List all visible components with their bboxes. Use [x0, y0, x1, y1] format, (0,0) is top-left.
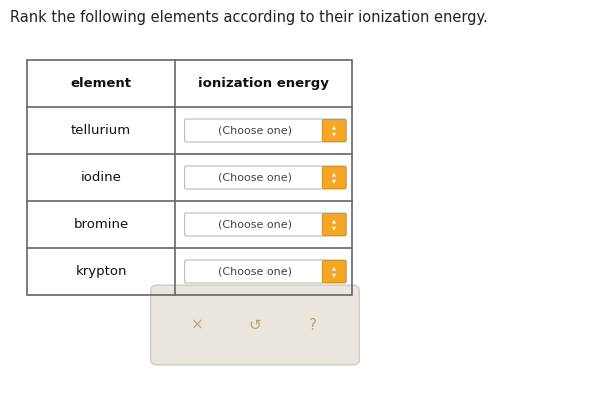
FancyBboxPatch shape: [185, 166, 347, 189]
Text: (Choose one): (Choose one): [219, 173, 293, 182]
Text: bromine: bromine: [73, 218, 129, 231]
Text: ▼: ▼: [332, 132, 336, 137]
Text: ▲: ▲: [332, 124, 336, 129]
FancyBboxPatch shape: [185, 119, 347, 142]
Text: ionization energy: ionization energy: [198, 77, 329, 90]
FancyBboxPatch shape: [151, 285, 359, 365]
FancyBboxPatch shape: [322, 261, 346, 283]
Text: krypton: krypton: [75, 265, 127, 278]
Text: (Choose one): (Choose one): [219, 267, 293, 276]
Text: ▼: ▼: [332, 272, 336, 278]
Text: ▼: ▼: [332, 179, 336, 184]
Bar: [27, 60, 352, 295]
FancyBboxPatch shape: [322, 119, 346, 142]
Text: ×: ×: [191, 317, 203, 333]
Text: tellurium: tellurium: [71, 124, 131, 137]
Text: iodine: iodine: [81, 171, 121, 184]
Text: (Choose one): (Choose one): [219, 220, 293, 229]
FancyBboxPatch shape: [185, 260, 347, 283]
Text: ▲: ▲: [332, 265, 336, 270]
Text: ▲: ▲: [332, 171, 336, 176]
FancyBboxPatch shape: [185, 213, 347, 236]
Text: element: element: [70, 77, 132, 90]
Text: (Choose one): (Choose one): [219, 126, 293, 135]
Text: ?: ?: [309, 317, 317, 333]
Text: ▼: ▼: [332, 225, 336, 231]
FancyBboxPatch shape: [322, 213, 346, 236]
FancyBboxPatch shape: [322, 166, 346, 189]
Text: Rank the following elements according to their ionization energy.: Rank the following elements according to…: [10, 10, 488, 25]
Text: ↺: ↺: [249, 317, 262, 333]
Text: ▲: ▲: [332, 218, 336, 223]
